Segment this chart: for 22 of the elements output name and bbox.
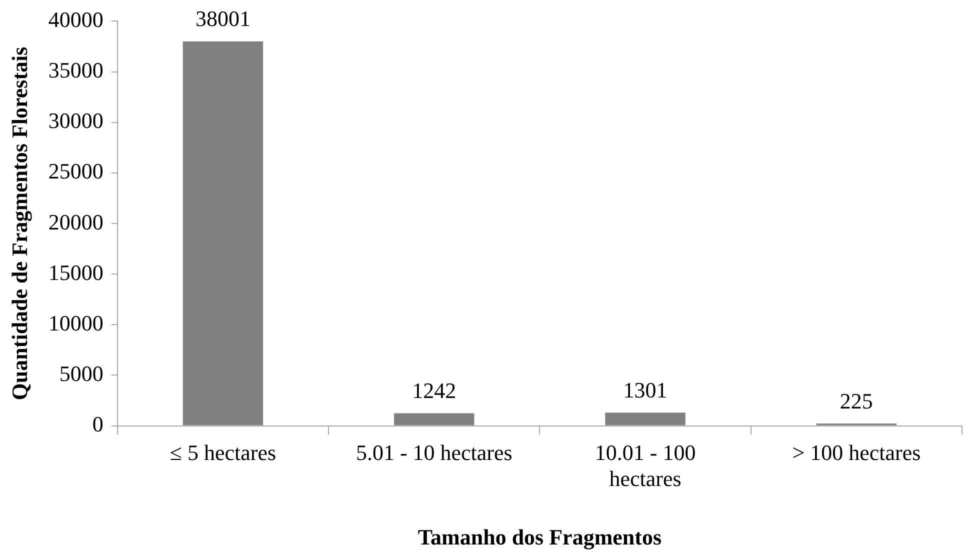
y-tick-label: 15000 — [48, 260, 104, 285]
y-tick-label: 40000 — [48, 6, 104, 32]
data-label: 38001 — [195, 6, 250, 32]
data-label: 225 — [840, 388, 873, 414]
y-tick-label: 35000 — [48, 58, 104, 83]
data-label: 1242 — [412, 378, 456, 404]
data-label: 1301 — [623, 377, 668, 402]
y-tick-label: 5000 — [59, 361, 104, 386]
bar — [605, 412, 686, 426]
bar — [182, 41, 264, 426]
x-tick-label: > 100 hectares — [792, 440, 921, 465]
y-tick-label: 10000 — [48, 310, 104, 336]
x-tick-label: 10.01 - 100 hectares — [594, 440, 696, 492]
y-axis-title: Quantidade de Fragmentos Florestais — [6, 46, 32, 400]
x-axis-title: Tamanho dos Fragmentos — [418, 524, 662, 550]
y-tick-label: 25000 — [48, 158, 104, 184]
x-tick-label: ≤ 5 hectares — [170, 440, 276, 465]
x-tick-label: 5.01 - 10 hectares — [356, 440, 512, 465]
y-tick-label: 20000 — [48, 209, 104, 234]
y-tick-label: 0 — [92, 412, 104, 437]
bar — [394, 413, 474, 426]
y-tick-label: 30000 — [48, 108, 104, 134]
